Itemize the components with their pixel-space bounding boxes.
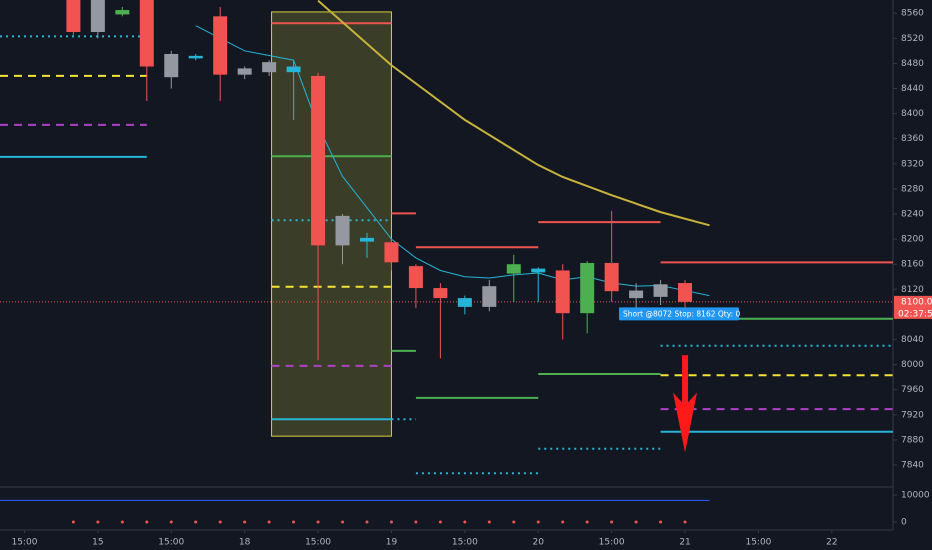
indicator-dot [389, 520, 393, 524]
candle-body [115, 10, 130, 15]
indicator-dot [71, 520, 75, 524]
indicator-dot [561, 520, 565, 524]
y-tick-label: 8520 [901, 34, 924, 44]
candle-body [237, 68, 252, 75]
candle-body [555, 270, 570, 314]
countdown-label: 02:37:52 [898, 309, 932, 319]
indicator-dot [683, 520, 687, 524]
indicator-dot [145, 520, 149, 524]
indicator-dot [610, 520, 614, 524]
y-tick-label: 8120 [901, 285, 924, 295]
x-tick-label: 15:00 [158, 538, 184, 548]
y-tick-label: 8200 [901, 235, 924, 245]
candle-body [653, 284, 668, 297]
y-tick-label: 7920 [901, 410, 924, 420]
indicator-dot [218, 520, 222, 524]
indicator-dot [585, 520, 589, 524]
indicator-dot [292, 520, 296, 524]
y-tick-label: 8000 [901, 360, 924, 370]
indicator-dot [267, 520, 271, 524]
indicator-dot [414, 520, 418, 524]
candle-body [213, 16, 228, 75]
x-tick-label: 15:00 [599, 538, 625, 548]
x-tick-label: 15:00 [452, 538, 478, 548]
indicator-dot [365, 520, 369, 524]
last-price-box [894, 295, 932, 319]
indicator-dot [120, 520, 124, 524]
y-tick-label: 8360 [901, 134, 924, 144]
indicator-dot [487, 520, 491, 524]
indicator-dot [96, 520, 100, 524]
x-tick-label: 15 [92, 538, 103, 548]
y-tick-label: 8280 [901, 184, 924, 194]
y-tick-label: 7880 [901, 435, 924, 445]
candle-body [604, 262, 619, 292]
y-tick-label: 8040 [901, 335, 924, 345]
candle-body [286, 66, 301, 73]
indicator-dot [512, 520, 516, 524]
candle-body [188, 55, 203, 59]
indicator-dot [341, 520, 345, 524]
candle-body [164, 53, 179, 78]
candle-body [139, 0, 154, 67]
x-tick-label: 20 [533, 538, 545, 548]
y2-tick-label: 0 [901, 517, 907, 527]
y-tick-label: 8560 [901, 9, 924, 19]
x-tick-label: 15:00 [745, 538, 771, 548]
y-tick-label: 8400 [901, 109, 924, 119]
candle-body [335, 215, 350, 246]
x-tick-label: 21 [679, 538, 690, 548]
price-axis [894, 0, 932, 530]
candle-body [457, 298, 472, 307]
candle-body [580, 262, 595, 314]
candle-body [311, 75, 326, 246]
candle-body [531, 268, 546, 273]
y2-tick-label: 10000 [901, 491, 930, 501]
y-tick-label: 8320 [901, 159, 924, 169]
indicator-dot [634, 520, 638, 524]
x-tick-label: 22 [826, 538, 837, 548]
candle-body [384, 242, 399, 263]
x-tick-label: 15:00 [305, 538, 331, 548]
x-tick-label: 19 [386, 538, 398, 548]
candle-body [482, 286, 497, 307]
last-price-label: 8100.0 [901, 297, 932, 307]
indicator-dot [659, 520, 663, 524]
candle-body [678, 283, 693, 302]
x-tick-label: 18 [239, 538, 251, 548]
y-tick-label: 8160 [901, 260, 924, 270]
indicator-dot [194, 520, 198, 524]
indicator-dot [438, 520, 442, 524]
indicator-dot [463, 520, 467, 524]
candle-body [262, 62, 277, 73]
candle-body [90, 0, 105, 33]
y-tick-label: 8440 [901, 84, 924, 94]
y-tick-label: 7840 [901, 461, 924, 471]
short-arrow [673, 355, 698, 453]
candle-body [408, 266, 423, 289]
y-tick-label: 7960 [901, 385, 924, 395]
order-label: Short @8072 Stop: 8162 Qty: 0 [623, 309, 741, 318]
sma-line [317, 0, 710, 227]
candle-body [359, 237, 374, 242]
x-tick-label: 15:00 [11, 538, 37, 548]
order-label-box [618, 307, 739, 321]
candle-body [66, 0, 81, 33]
candle-body [629, 290, 644, 299]
candle-body [433, 288, 448, 299]
indicator-dot [536, 520, 540, 524]
indicator-dot [316, 520, 320, 524]
y-tick-label: 8240 [901, 210, 924, 220]
candle-body [506, 264, 521, 274]
y-tick-label: 8480 [901, 59, 924, 69]
highlight-box [271, 11, 392, 437]
indicator-dot [243, 520, 247, 524]
indicator-dot [169, 520, 173, 524]
